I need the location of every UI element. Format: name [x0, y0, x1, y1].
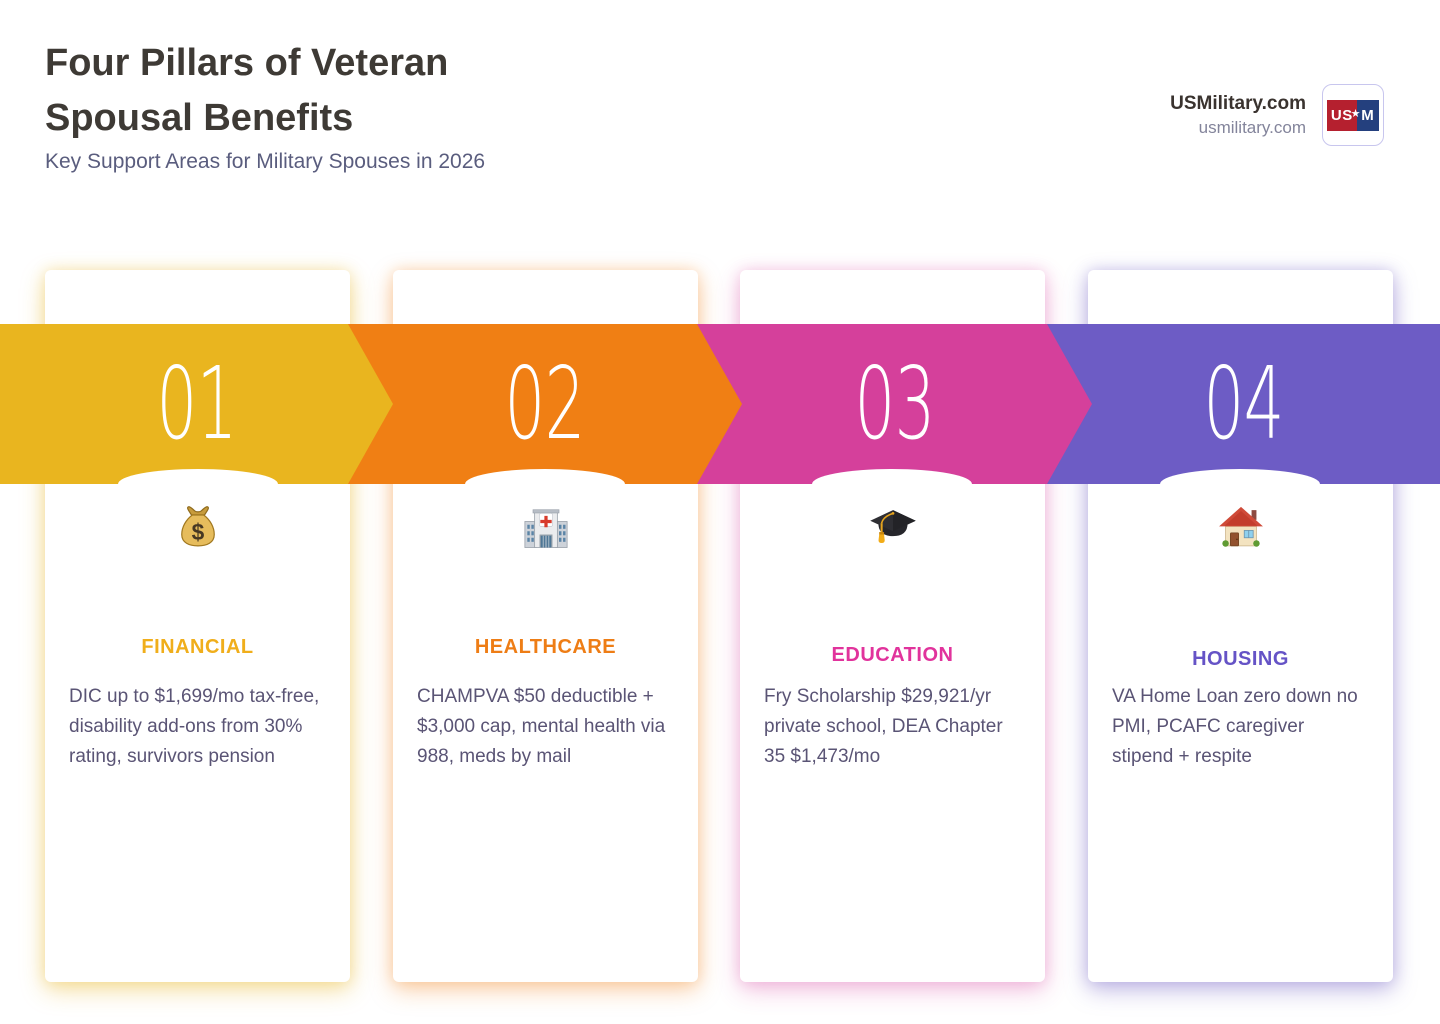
graduation-cap-icon [867, 502, 919, 554]
icon-notch-housing [1160, 469, 1320, 499]
pillar-number-02: 02 [504, 345, 586, 462]
pillar-description-housing: VA Home Loan zero down no PMI, PCAFC car… [1112, 686, 1358, 767]
pillar-description-healthcare: CHAMPVA $50 deductible + $3,000 cap, men… [417, 686, 666, 767]
hospital-icon [520, 502, 572, 554]
pillar-description-education: Fry Scholarship $29,921/yr private schoo… [764, 686, 1003, 767]
star-icon: ★ [1350, 108, 1361, 121]
pillar-arrow-01: 01 [0, 324, 393, 484]
brand-name: USMilitary.com [1170, 93, 1306, 114]
pillar-title-financial: FINANCIAL [141, 636, 254, 658]
pillar-number-01: 01 [156, 345, 237, 462]
pillar-number-03: 03 [854, 345, 935, 462]
page-title: Four Pillars of Veteran Spousal Benefits [45, 42, 449, 139]
flag-us-panel: US [1327, 99, 1357, 131]
usm-logo-badge: US M ★ [1322, 84, 1384, 146]
pillar-arrow-02: 02 [348, 324, 742, 484]
page-subtitle: Key Support Areas for Military Spouses i… [45, 150, 486, 173]
icon-notch-healthcare [465, 469, 625, 499]
usm-flag-icon: US M ★ [1327, 99, 1379, 131]
pillar-title-healthcare: HEALTHCARE [474, 636, 617, 658]
pillar-arrow-04: 04 [1047, 324, 1440, 484]
money-bag-icon: $ [172, 502, 224, 554]
pillar-arrow-03: 03 [697, 324, 1092, 484]
pillar-title-housing: HOUSING [1192, 648, 1289, 670]
icon-notch-education [812, 469, 972, 499]
icon-notch-financial [118, 469, 278, 499]
brand-text: USMilitary.com usmilitary.com [1170, 91, 1306, 139]
pillar-title-education: EDUCATION [831, 644, 954, 666]
house-icon [1215, 502, 1267, 554]
flag-m-panel: M [1356, 99, 1379, 131]
pillar-description-financial: DIC up to $1,699/mo tax-free, disability… [69, 686, 320, 767]
pillar-number-04: 04 [1203, 345, 1284, 462]
svg-text:$: $ [191, 519, 204, 545]
brand-block: USMilitary.com usmilitary.com US M ★ [1170, 84, 1384, 146]
brand-domain: usmilitary.com [1198, 118, 1306, 137]
